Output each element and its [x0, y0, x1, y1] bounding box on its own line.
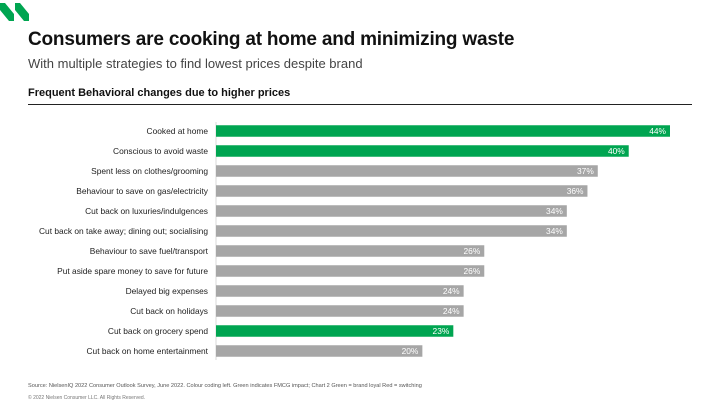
page-title: Consumers are cooking at home and minimi… [28, 29, 515, 50]
data-label: 24% [443, 306, 460, 316]
bar [216, 285, 464, 297]
data-label: 44% [649, 126, 666, 136]
bar [216, 225, 567, 237]
bar [216, 345, 423, 357]
bar [216, 125, 670, 137]
heading-divider [28, 104, 692, 105]
category-label: Cooked at home [147, 126, 209, 136]
data-label: 24% [443, 286, 460, 296]
category-label: Delayed big expenses [126, 286, 208, 296]
bar [216, 245, 485, 257]
bar [216, 325, 454, 337]
category-label: Cut back on take away; dining out; socia… [39, 226, 208, 236]
data-label: 36% [567, 186, 584, 196]
bar [216, 205, 567, 217]
bar [216, 185, 588, 197]
bar [216, 145, 629, 157]
bar [216, 265, 485, 277]
data-label: 20% [402, 346, 419, 356]
category-label: Cut back on home entertainment [86, 346, 208, 356]
data-label: 34% [546, 206, 563, 216]
page-subtitle: With multiple strategies to find lowest … [28, 56, 363, 71]
bar [216, 305, 464, 317]
behavior-changes-bar-chart: Cooked at home 44% Conscious to avoid wast… [39, 122, 670, 360]
source-note: Source: NielsenIQ 2022 Consumer Outlook … [28, 383, 422, 389]
category-label: Put aside spare money to save for future [57, 266, 208, 276]
nielseniq-logo-icon [0, 3, 29, 21]
data-label: 37% [577, 166, 594, 176]
category-label: Cut back on grocery spend [108, 326, 208, 336]
chart-heading: Frequent Behavioral changes due to highe… [28, 87, 291, 99]
category-label: Cut back on luxuries/indulgences [85, 206, 208, 216]
category-label: Cut back on holidays [130, 306, 208, 316]
data-label: 40% [608, 146, 625, 156]
data-label: 26% [464, 246, 481, 256]
data-label: 26% [464, 266, 481, 276]
category-label: Spent less on clothes/grooming [91, 166, 208, 176]
category-label: Conscious to avoid waste [113, 146, 208, 156]
data-label: 34% [546, 226, 563, 236]
bar [216, 165, 598, 177]
category-label: Behaviour to save fuel/transport [90, 246, 209, 256]
category-label: Behaviour to save on gas/electricity [76, 186, 209, 196]
data-label: 23% [433, 326, 450, 336]
copyright-note: © 2022 Nielsen Consumer LLC. All Rights … [28, 395, 146, 401]
